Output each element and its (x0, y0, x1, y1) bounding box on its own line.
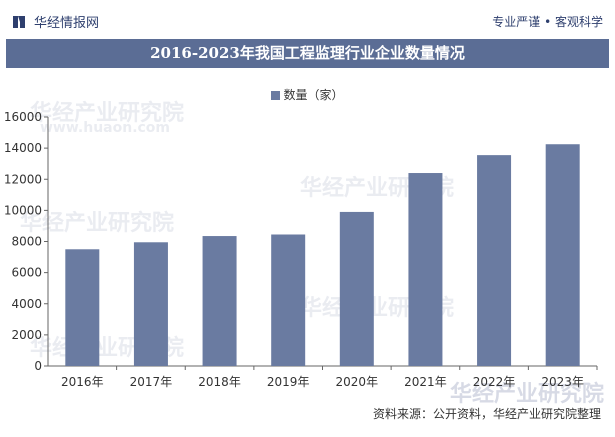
y-tick-label: 14000 (4, 141, 42, 155)
y-tick-label: 6000 (11, 266, 42, 280)
x-tick-label: 2020年 (336, 375, 379, 389)
x-tick-label: 2021年 (404, 375, 447, 389)
bar (133, 242, 168, 366)
y-tick-label: 12000 (4, 172, 42, 186)
x-tick-label: 2019年 (267, 375, 310, 389)
brand-name: 华经情报网 (34, 16, 100, 31)
bar (271, 234, 306, 366)
x-tick-label: 2017年 (130, 375, 173, 389)
y-tick-label: 4000 (11, 297, 42, 311)
bar (65, 249, 100, 366)
x-tick-label: 2018年 (198, 375, 241, 389)
legend-swatch (271, 91, 281, 100)
y-tick-label: 0 (34, 359, 42, 373)
legend: 数量（家） (0, 86, 615, 103)
bar (477, 155, 512, 366)
brand-logo-icon (12, 14, 28, 30)
x-tick-label: 2023年 (541, 375, 584, 389)
chart-title: 2016-2023年我国工程监理行业企业数量情况 (6, 39, 609, 68)
legend-label: 数量（家） (283, 88, 344, 102)
brand[interactable]: 华经情报网 (12, 12, 99, 31)
bar (202, 236, 237, 366)
bar (339, 211, 374, 366)
bar (545, 144, 580, 366)
x-tick-label: 2022年 (473, 375, 516, 389)
top-bar: 华经情报网 专业严谨 • 客观科学 (0, 0, 615, 36)
y-tick-label: 10000 (4, 203, 42, 217)
slogan: 专业严谨 • 客观科学 (492, 15, 603, 29)
bar (408, 173, 443, 366)
x-tick-label: 2016年 (61, 375, 104, 389)
y-tick-label: 8000 (11, 235, 42, 249)
source-note: 资料来源：公开资料，华经产业研究院整理 (372, 407, 601, 421)
y-tick-label: 2000 (11, 328, 42, 342)
y-tick-label: 16000 (4, 110, 42, 124)
